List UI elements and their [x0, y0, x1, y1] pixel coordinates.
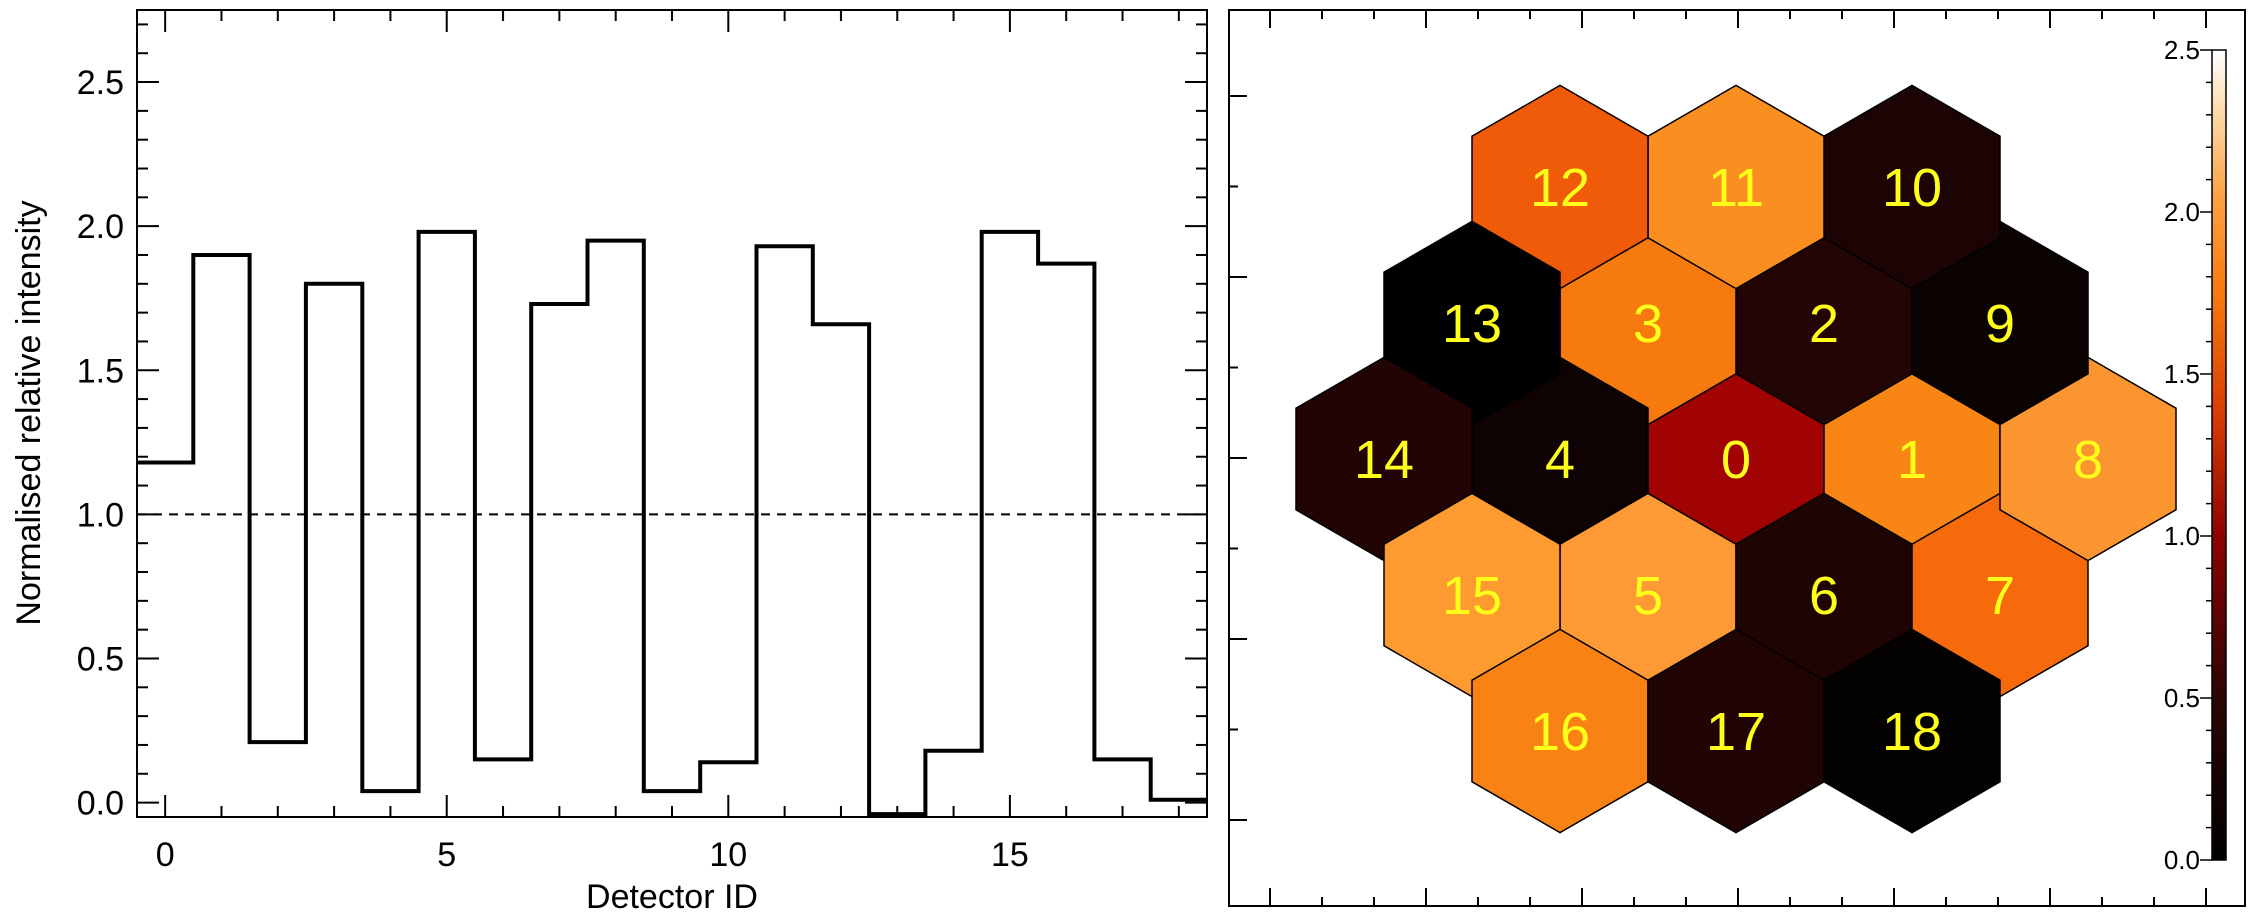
- left-plot-frame: [136, 9, 1208, 818]
- hex-label: 0: [1721, 430, 1751, 490]
- right-frame-ticks: [1229, 10, 2207, 906]
- hex-label: 13: [1442, 294, 1502, 354]
- hex-label: 11: [1708, 158, 1764, 218]
- colorbar-tick-label: 2.5: [2164, 35, 2200, 65]
- colorbar-ticks: [2200, 49, 2212, 861]
- x-axis-label: Detector ID: [586, 878, 758, 914]
- hex-label: 3: [1633, 294, 1663, 354]
- intensity-step-chart: 0 5 10 15 0.0 0.5 1.0 1.5 2.0 2.5 Detector ID Nor…: [10, 9, 1208, 914]
- colorbar-tick-label: 2.0: [2164, 197, 2200, 227]
- hex-label: 5: [1633, 566, 1663, 626]
- hex-label: 4: [1545, 430, 1575, 490]
- hex-label: 14: [1354, 430, 1414, 490]
- y-axis-label: Normalised relative intensity: [10, 200, 48, 625]
- hex-label: 17: [1706, 702, 1766, 762]
- hex-label: 6: [1809, 566, 1839, 626]
- colorbar-tick-labels: 0.0 0.5 1.0 1.5 2.0 2.5: [2164, 35, 2200, 875]
- colorbar-tick-label: 1.0: [2164, 521, 2200, 551]
- x-tick-label: 10: [709, 836, 747, 874]
- y-tick-label: 0.5: [77, 640, 124, 678]
- hex-label: 10: [1882, 158, 1942, 218]
- y-tick-label: 2.0: [77, 208, 124, 246]
- hex-label: 15: [1442, 566, 1502, 626]
- colorbar: 0.0 0.5 1.0 1.5 2.0 2.5: [2164, 35, 2227, 875]
- hex-label: 12: [1530, 158, 1590, 218]
- x-tick-label: 15: [991, 836, 1029, 874]
- intensity-step-line: [137, 229, 1207, 817]
- hex-label: 9: [1985, 294, 2015, 354]
- x-tick-label: 0: [156, 836, 175, 874]
- y-tick-label: 2.5: [77, 64, 124, 102]
- colorbar-tick-label: 0.0: [2164, 845, 2200, 875]
- left-axis-tick-labels: 0 5 10 15 0.0 0.5 1.0 1.5 2.0 2.5: [77, 64, 1029, 874]
- colorbar-gradient: [2211, 49, 2227, 861]
- hex-label: 18: [1882, 702, 1942, 762]
- y-tick-label: 0.0: [77, 785, 124, 823]
- hex-label: 2: [1809, 294, 1839, 354]
- hex-label: 7: [1985, 566, 2015, 626]
- y-tick-label: 1.5: [77, 352, 124, 390]
- hex-label: 8: [2073, 430, 2103, 490]
- hex-label: 1: [1897, 430, 1927, 490]
- colorbar-tick-label: 1.5: [2164, 359, 2200, 389]
- x-tick-label: 5: [437, 836, 456, 874]
- colorbar-tick-label: 0.5: [2164, 683, 2200, 713]
- hex-cells: [1295, 84, 2177, 834]
- hex-cell: [1823, 628, 2001, 834]
- hex-label: 16: [1530, 702, 1590, 762]
- y-tick-label: 1.0: [77, 496, 124, 534]
- left-axis-ticks: [137, 10, 1207, 817]
